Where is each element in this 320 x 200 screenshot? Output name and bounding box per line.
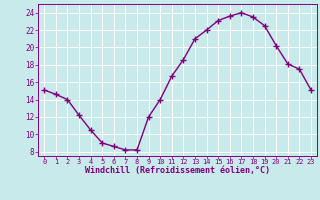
X-axis label: Windchill (Refroidissement éolien,°C): Windchill (Refroidissement éolien,°C) bbox=[85, 166, 270, 175]
